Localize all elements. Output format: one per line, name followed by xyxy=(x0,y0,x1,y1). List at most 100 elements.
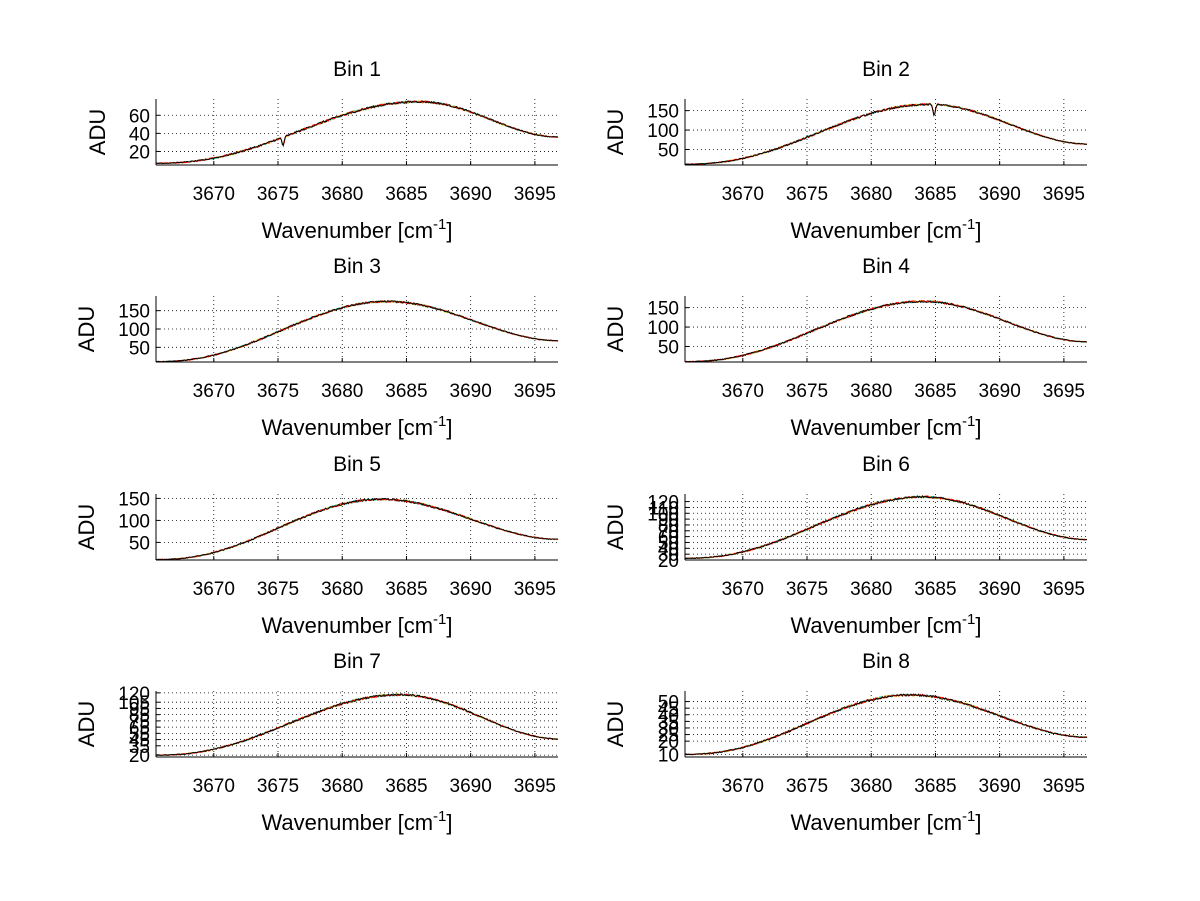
y-tick-label: 110 xyxy=(649,498,679,519)
subplot-title: Bin 2 xyxy=(862,58,910,81)
y-axis-label: ADU xyxy=(74,504,99,550)
y-tick-label: 65 xyxy=(129,718,150,739)
axes-background xyxy=(685,296,1087,362)
x-tick-label: 3670 xyxy=(722,184,764,205)
y-tick-label: 90 xyxy=(658,510,679,531)
subplot-bin-8: 3670 3675 3680 3685 3690 3695 1020253035404550… xyxy=(603,650,1088,835)
y-tick-label: 45 xyxy=(658,699,679,720)
x-tick-label: 3680 xyxy=(850,776,892,797)
x-tick-label: 3695 xyxy=(1043,579,1085,600)
axes-background xyxy=(685,99,1087,165)
series-line-4 xyxy=(684,300,1088,363)
x-tick-label: 3680 xyxy=(321,579,363,600)
x-tick-label: 3670 xyxy=(193,776,235,797)
y-tick-label: 100 xyxy=(647,121,679,142)
y-tick-label: 20 xyxy=(658,732,679,753)
subplot-title: Bin 5 xyxy=(333,453,381,476)
y-tick-label: 35 xyxy=(129,737,150,758)
subplot-bin-6: 3670 3675 3680 3685 3690 3695 2030405060708090… xyxy=(603,453,1088,638)
y-tick-label: 20 xyxy=(129,746,150,767)
x-tick-label: 3680 xyxy=(850,579,892,600)
y-tick-label: 40 xyxy=(658,706,679,727)
y-tick-label: 150 xyxy=(118,302,150,323)
x-tick-label: 3695 xyxy=(1043,381,1085,402)
x-tick-label: 3670 xyxy=(722,381,764,402)
y-tick-label: 150 xyxy=(647,102,679,123)
x-tick-label: 3695 xyxy=(514,381,556,402)
x-tick-label: 3675 xyxy=(786,579,828,600)
x-tick-label: 3675 xyxy=(257,579,299,600)
subplot-title: Bin 6 xyxy=(862,453,910,476)
series-line-4 xyxy=(684,494,1088,560)
y-axis-label: ADU xyxy=(74,306,99,352)
y-tick-label: 150 xyxy=(118,489,150,510)
y-tick-label: 55 xyxy=(129,724,150,745)
y-tick-label: 150 xyxy=(647,299,679,320)
y-tick-label: 10 xyxy=(658,745,679,766)
y-tick-label: 30 xyxy=(658,719,679,740)
x-tick-label: 3690 xyxy=(450,184,492,205)
y-axis-label: ADU xyxy=(74,701,99,747)
axes-background xyxy=(685,494,1087,560)
subplot-title: Bin 3 xyxy=(333,255,381,278)
subplot-title: Bin 7 xyxy=(333,650,381,673)
x-axis-label: Wavenumber [cm-1] xyxy=(790,808,981,835)
x-tick-label: 3695 xyxy=(1043,184,1085,205)
y-tick-label: 20 xyxy=(658,551,679,572)
y-tick-label: 30 xyxy=(658,545,679,566)
series-line-3 xyxy=(155,693,559,756)
x-tick-label: 3690 xyxy=(979,579,1021,600)
y-tick-label: 100 xyxy=(118,511,150,532)
y-axis-label: ADU xyxy=(603,701,628,747)
series-line-4 xyxy=(155,300,559,363)
y-axis-label: ADU xyxy=(603,109,628,155)
x-tick-label: 3670 xyxy=(193,579,235,600)
series-line-4 xyxy=(155,497,559,561)
x-tick-label: 3675 xyxy=(786,184,828,205)
x-tick-label: 3695 xyxy=(514,184,556,205)
x-tick-label: 3685 xyxy=(385,776,427,797)
x-tick-label: 3675 xyxy=(257,776,299,797)
x-tick-label: 3680 xyxy=(850,381,892,402)
x-tick-label: 3690 xyxy=(450,776,492,797)
y-tick-label: 120 xyxy=(118,684,150,705)
x-tick-label: 3670 xyxy=(193,381,235,402)
x-tick-label: 3685 xyxy=(385,579,427,600)
x-tick-label: 3685 xyxy=(914,776,956,797)
series-line-4 xyxy=(684,693,1088,756)
y-tick-label: 75 xyxy=(129,712,150,733)
x-axis-label: Wavenumber [cm-1] xyxy=(790,413,981,440)
x-tick-label: 3690 xyxy=(450,579,492,600)
x-tick-label: 3680 xyxy=(321,776,363,797)
y-tick-label: 70 xyxy=(658,522,679,543)
x-tick-label: 3690 xyxy=(979,776,1021,797)
x-tick-label: 3680 xyxy=(321,184,363,205)
x-tick-label: 3685 xyxy=(914,579,956,600)
x-tick-label: 3690 xyxy=(979,184,1021,205)
axes-background xyxy=(156,494,558,560)
y-tick-label: 120 xyxy=(647,493,679,514)
y-tick-label: 50 xyxy=(658,337,679,358)
y-tick-label: 50 xyxy=(129,338,150,359)
x-tick-label: 3685 xyxy=(385,184,427,205)
x-tick-label: 3670 xyxy=(193,184,235,205)
y-tick-label: 100 xyxy=(118,320,150,341)
x-tick-label: 3690 xyxy=(979,381,1021,402)
x-tick-label: 3675 xyxy=(257,381,299,402)
y-tick-label: 85 xyxy=(129,706,150,727)
y-tick-label: 20 xyxy=(129,142,150,163)
y-tick-label: 45 xyxy=(129,731,150,752)
y-tick-label: 50 xyxy=(129,533,150,554)
x-tick-label: 3675 xyxy=(786,776,828,797)
y-tick-label: 50 xyxy=(658,533,679,554)
y-tick-label: 105 xyxy=(118,693,150,714)
x-tick-label: 3685 xyxy=(385,381,427,402)
x-tick-label: 3695 xyxy=(514,579,556,600)
y-tick-label: 60 xyxy=(129,106,150,127)
x-axis-label: Wavenumber [cm-1] xyxy=(790,611,981,638)
x-axis-label: Wavenumber [cm-1] xyxy=(790,216,981,243)
x-tick-label: 3690 xyxy=(450,381,492,402)
series-line-4 xyxy=(155,100,559,165)
